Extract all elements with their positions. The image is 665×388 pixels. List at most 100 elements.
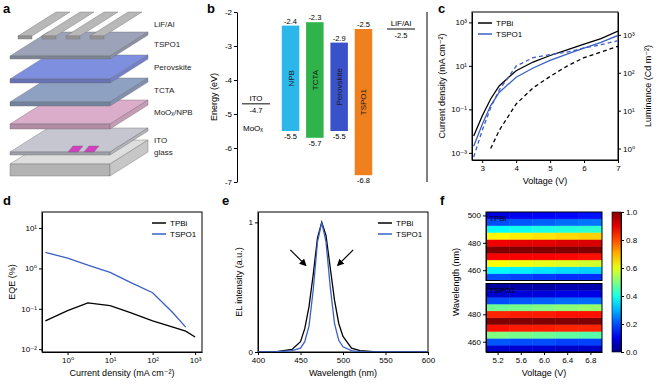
tick-label: 480 <box>468 239 482 248</box>
legend-swatch <box>378 222 392 224</box>
layer-front <box>10 152 110 155</box>
heatmap-cell <box>509 239 532 246</box>
heatmap-cell <box>486 274 509 281</box>
legend-swatch <box>152 233 166 235</box>
tick-label: 6.4 <box>562 356 574 365</box>
heatmap-cell <box>532 311 555 318</box>
series-line <box>258 222 428 352</box>
y-axis: 460480 <box>468 284 487 353</box>
tick-label: 450 <box>294 356 308 365</box>
series-lines <box>45 252 195 337</box>
tick-mark <box>386 352 387 355</box>
tick: 400 <box>252 352 266 365</box>
heatmap-cell <box>532 233 555 240</box>
heatmap-cell <box>556 331 579 338</box>
tick-mark <box>483 314 486 315</box>
series-line <box>45 252 185 327</box>
tick: 10⁰ <box>62 352 74 365</box>
layer-front <box>10 102 110 106</box>
heatmap-cell <box>486 267 509 274</box>
heatmap-cell <box>532 274 555 281</box>
tick-label: 10¹ <box>623 107 635 116</box>
heatmap-cell <box>579 239 602 246</box>
tick-mark <box>469 153 472 154</box>
tick-mark <box>621 212 624 213</box>
heatmap-cell <box>556 274 579 281</box>
plot-frame <box>486 284 602 353</box>
tick-label: 0 <box>249 348 254 357</box>
tick-label: 4 <box>514 164 519 173</box>
tick: -3 <box>225 42 237 51</box>
layer-label: LiF/Al <box>154 20 175 29</box>
tick-mark <box>39 228 42 229</box>
tick-mark <box>618 73 621 74</box>
electrode-strip-side <box>90 36 104 39</box>
layer-front <box>10 56 110 59</box>
tick: 10³ <box>190 352 202 365</box>
y-axis: -7-6-5-4-3-2 <box>225 8 238 187</box>
heatmap-cell <box>486 297 509 304</box>
level-label: LiF/Al <box>391 19 412 28</box>
tick: -2 <box>225 8 237 17</box>
tick-label: 1 <box>249 218 254 227</box>
series-line <box>474 31 618 136</box>
heatmap-cell <box>556 219 579 226</box>
tick-label: 10¹ <box>25 224 37 233</box>
heatmap-cell <box>532 345 555 352</box>
tick: 10⁻² <box>21 345 42 354</box>
tick-label: 10⁰ <box>62 356 74 365</box>
tick-label: 0.4 <box>626 292 638 301</box>
tick: 10² <box>147 352 159 365</box>
tick-mark <box>469 109 472 110</box>
tick: 5.6 <box>516 352 528 365</box>
heatmap-cell <box>532 219 555 226</box>
legend-label: TPBi <box>496 19 514 28</box>
tick: 0.0 <box>621 348 638 357</box>
tick-mark <box>255 352 258 353</box>
tick: 10³ <box>618 31 635 40</box>
heatmap-cell <box>579 253 602 260</box>
heatmap-cell <box>532 260 555 267</box>
axis-title: EQE (%) <box>7 264 17 300</box>
tick-mark <box>428 352 429 355</box>
contact-pad <box>84 146 99 152</box>
axis-title: Energy (eV) <box>209 73 219 121</box>
tick-label: -5 <box>225 110 233 119</box>
heatmap-cell <box>509 219 532 226</box>
tick-mark <box>234 46 237 47</box>
tick: 5 <box>548 160 553 173</box>
layer <box>10 55 148 83</box>
heatmap-cell <box>509 246 532 253</box>
colorbar <box>612 212 621 352</box>
data-label: -4.7 <box>250 106 263 115</box>
tick-label: 10⁻² <box>21 345 37 354</box>
tick-mark <box>234 80 237 81</box>
panel-letter: b <box>207 1 215 16</box>
tick-label: 6.0 <box>539 356 551 365</box>
panel-letter: e <box>222 193 229 208</box>
heatmap-cell <box>532 297 555 304</box>
tick-label: -2 <box>225 8 233 17</box>
tick-mark <box>550 160 551 163</box>
tick: 460 <box>468 266 486 275</box>
y2-axis: 10⁰10¹10²10³ <box>618 13 635 161</box>
tick-mark <box>301 352 302 355</box>
heatmap-cell <box>509 233 532 240</box>
heatmap-cell <box>556 311 579 318</box>
heatmap-cells <box>486 212 602 281</box>
layer-side <box>110 128 148 155</box>
bar <box>355 29 372 175</box>
layer-label: glass <box>154 148 173 157</box>
layer-side <box>110 32 148 59</box>
tick-label: 3 <box>480 164 485 173</box>
x-axis: 5.25.66.06.46.8 <box>487 352 603 365</box>
plot-frame <box>486 212 602 281</box>
tick-mark <box>483 270 486 271</box>
heatmap-cell <box>486 304 509 311</box>
layer-top <box>10 128 148 152</box>
heatmap-cell <box>556 345 579 352</box>
heatmap-cell <box>532 226 555 233</box>
layer <box>10 78 148 106</box>
tick-mark <box>590 352 591 355</box>
panel-d: 10⁰10¹10²10³10⁻²10⁻¹10⁰10¹Current densit… <box>7 212 203 378</box>
